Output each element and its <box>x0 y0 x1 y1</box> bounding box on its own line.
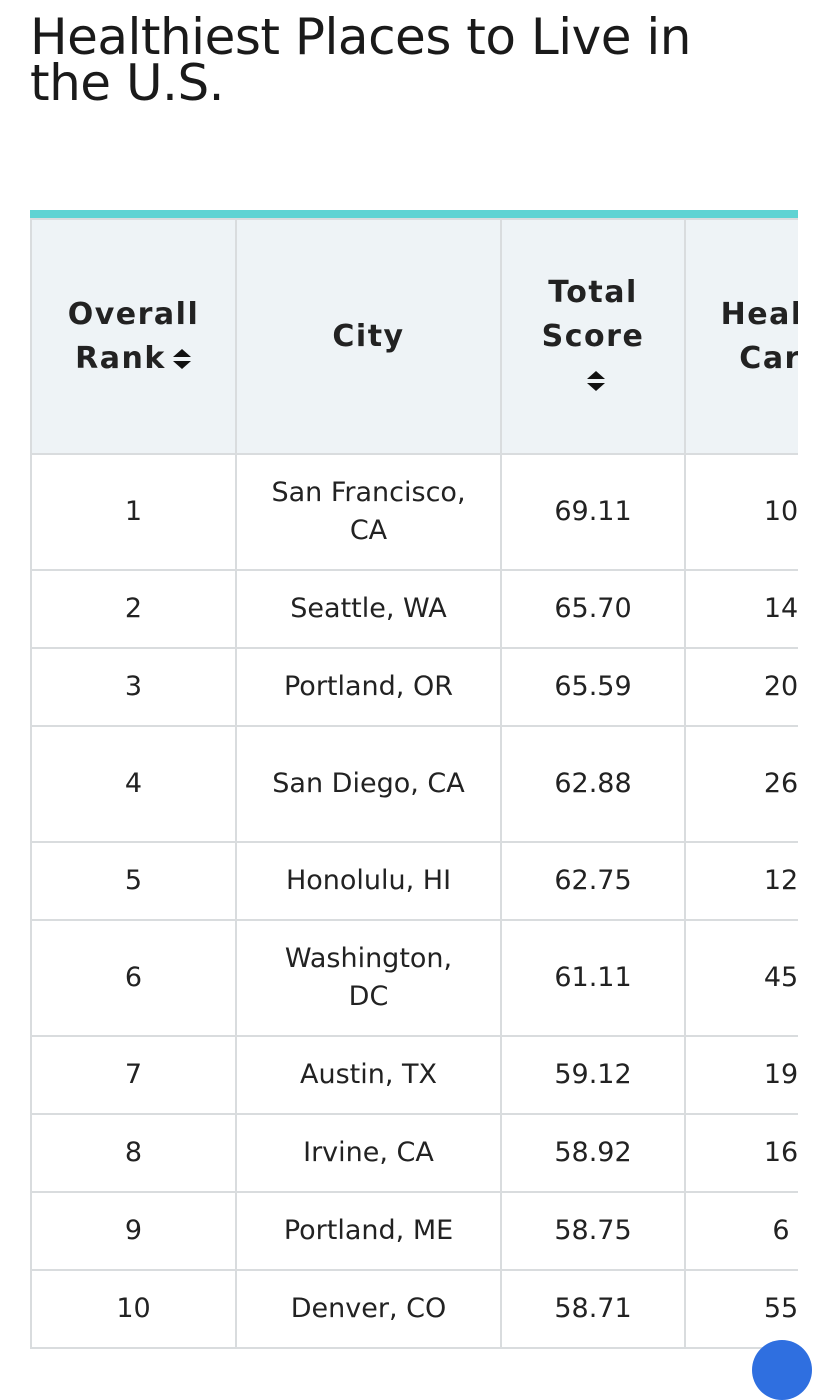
table-cell: 4 <box>30 725 237 843</box>
table-cell: 59.12 <box>500 1035 686 1115</box>
table-cell: 58.92 <box>500 1113 686 1193</box>
table-cell: 16 <box>684 1113 798 1193</box>
table-cell: Portland, OR <box>235 647 502 727</box>
table-row: 5 Honolulu, HI 62.75 12 <box>30 841 798 921</box>
table-cell: Seattle, WA <box>235 569 502 649</box>
table-cell: 1 <box>30 453 237 571</box>
table-cell: 69.11 <box>500 453 686 571</box>
table-row: 8 Irvine, CA 58.92 16 <box>30 1113 798 1193</box>
table-row: 6 Washington, DC 61.11 45 <box>30 919 798 1037</box>
table-cell: Washington, DC <box>235 919 502 1037</box>
table-cell: 61.11 <box>500 919 686 1037</box>
help-button[interactable] <box>752 1340 812 1400</box>
table-cell: 62.75 <box>500 841 686 921</box>
table-cell: 55 <box>684 1269 798 1349</box>
table-cell: 10 <box>30 1269 237 1349</box>
table-cell: 8 <box>30 1113 237 1193</box>
table-row: 4 San Diego, CA 62.88 26 <box>30 725 798 843</box>
column-header: City <box>235 218 502 455</box>
table-cell: 3 <box>30 647 237 727</box>
table-cell: 5 <box>30 841 237 921</box>
column-header[interactable]: Total Score <box>500 218 686 455</box>
table-row: 9 Portland, ME 58.75 6 <box>30 1191 798 1271</box>
page-title: Healthiest Places to Live in the U.S. <box>30 8 691 112</box>
table-cell: 19 <box>684 1035 798 1115</box>
table-cell: 26 <box>684 725 798 843</box>
table-cell: 2 <box>30 569 237 649</box>
table-cell: 20 <box>684 647 798 727</box>
sort-icon[interactable] <box>172 347 192 371</box>
table-cell: Denver, CO <box>235 1269 502 1349</box>
column-header-text: Overall Rank <box>67 296 200 376</box>
page: Healthiest Places to Live in the U.S. Ov… <box>30 8 812 1400</box>
column-header-text: Health Care <box>720 296 798 376</box>
table-cell: 14 <box>684 569 798 649</box>
table-cell: 12 <box>684 841 798 921</box>
table-cell: 45 <box>684 919 798 1037</box>
table-cell: 58.71 <box>500 1269 686 1349</box>
table-cell: Honolulu, HI <box>235 841 502 921</box>
table-cell: 6 <box>30 919 237 1037</box>
table-row: 3 Portland, OR 65.59 20 <box>30 647 798 727</box>
table-row: 1 San Francisco, CA 69.11 10 <box>30 453 798 571</box>
column-header-text: Total Score <box>541 274 645 354</box>
column-header-text: City <box>332 318 405 354</box>
ranking-table: Overall Rank City Total Score Health Care 1… <box>30 218 798 1349</box>
table-row: 7 Austin, TX 59.12 19 <box>30 1035 798 1115</box>
column-header[interactable]: Overall Rank <box>30 218 237 455</box>
table-cell: 65.70 <box>500 569 686 649</box>
table-cell: 58.75 <box>500 1191 686 1271</box>
table-cell: San Francisco, CA <box>235 453 502 571</box>
table-cell: 7 <box>30 1035 237 1115</box>
table-cell: Austin, TX <box>235 1035 502 1115</box>
table-cell: Irvine, CA <box>235 1113 502 1193</box>
sort-icon[interactable] <box>586 369 606 393</box>
table-container: Overall Rank City Total Score Health Care 1… <box>30 210 798 1370</box>
header-row: Overall Rank City Total Score Health Care <box>30 218 798 455</box>
table-cell: 65.59 <box>500 647 686 727</box>
table-cell: Portland, ME <box>235 1191 502 1271</box>
table-cell: 6 <box>684 1191 798 1271</box>
table-row: 2 Seattle, WA 65.70 14 <box>30 569 798 649</box>
table-cell: 9 <box>30 1191 237 1271</box>
table-row: 10 Denver, CO 58.71 55 <box>30 1269 798 1349</box>
table-cell: 10 <box>684 453 798 571</box>
column-header: Health Care <box>684 218 798 455</box>
table-cell: San Diego, CA <box>235 725 502 843</box>
table-cell: 62.88 <box>500 725 686 843</box>
